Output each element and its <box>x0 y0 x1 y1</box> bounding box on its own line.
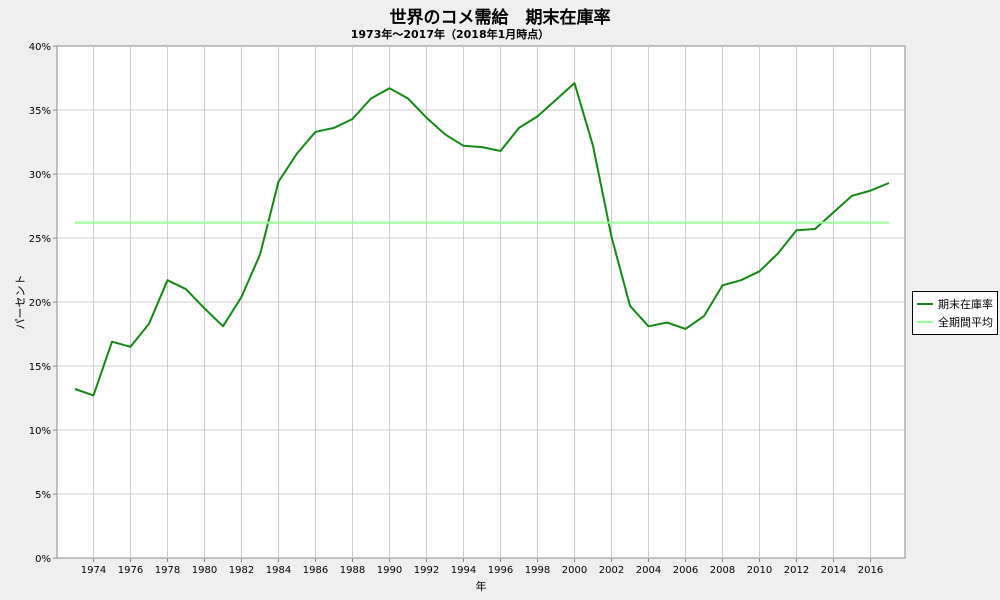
x-tick-label: 1982 <box>229 565 254 576</box>
x-tick-label: 1984 <box>266 565 291 576</box>
x-tick-label: 1978 <box>155 565 180 576</box>
x-tick-label: 2016 <box>858 565 883 576</box>
x-tick-label: 2012 <box>784 565 809 576</box>
x-tick-label: 1986 <box>303 565 328 576</box>
x-tick-label: 1976 <box>118 565 143 576</box>
y-tick-label: 0% <box>35 554 51 565</box>
x-tick-label: 1994 <box>451 565 476 576</box>
legend: 期末在庫率 全期間平均 <box>912 291 998 335</box>
series-line-stock-ratio <box>74 82 890 397</box>
x-tick-label: 1996 <box>488 565 513 576</box>
legend-label-stock-ratio: 期末在庫率 <box>938 298 993 311</box>
y-tick-label: 15% <box>29 362 51 373</box>
x-tick-label: 1990 <box>377 565 402 576</box>
x-tick-label: 1980 <box>192 565 217 576</box>
x-tick-label: 1992 <box>414 565 439 576</box>
x-tick-label: 2008 <box>710 565 735 576</box>
y-tick-label: 25% <box>29 234 51 245</box>
x-tick-label: 2000 <box>562 565 587 576</box>
x-tick-label: 2006 <box>673 565 698 576</box>
x-tick-label: 1998 <box>525 565 550 576</box>
y-tick-label: 20% <box>29 298 51 309</box>
y-axis-label: パーセント <box>14 275 27 330</box>
y-tick-label: 30% <box>29 170 51 181</box>
legend-item-average: 全期間平均 <box>917 314 993 330</box>
legend-swatch-average <box>917 321 933 323</box>
x-axis-ticks: 1974 1976 1978 1980 1982 1984 1986 1988 1990 1992… <box>81 558 883 576</box>
chart-subtitle: 1973年～2017年（2018年1月時点） <box>350 28 550 41</box>
y-axis-ticks: 0% 5% 10% 15% 20% 25% 30% 35% 40% <box>29 42 57 565</box>
legend-item-stock-ratio: 期末在庫率 <box>917 296 993 312</box>
chart-title: 世界のコメ需給 期末在庫率 <box>389 8 611 28</box>
grid-lines <box>57 46 905 558</box>
x-tick-label: 2004 <box>636 565 661 576</box>
legend-swatch-stock-ratio <box>917 303 933 305</box>
legend-label-average: 全期間平均 <box>938 316 993 329</box>
series-group <box>74 82 890 397</box>
y-tick-label: 5% <box>35 490 51 501</box>
x-tick-label: 1974 <box>81 565 106 576</box>
x-tick-label: 2002 <box>599 565 624 576</box>
x-tick-label: 1988 <box>340 565 365 576</box>
x-tick-label: 2010 <box>747 565 772 576</box>
y-tick-label: 35% <box>29 106 51 117</box>
y-tick-label: 40% <box>29 42 51 53</box>
y-tick-label: 10% <box>29 426 51 437</box>
x-tick-label: 2014 <box>821 565 846 576</box>
x-axis-label: 年 <box>476 579 487 593</box>
